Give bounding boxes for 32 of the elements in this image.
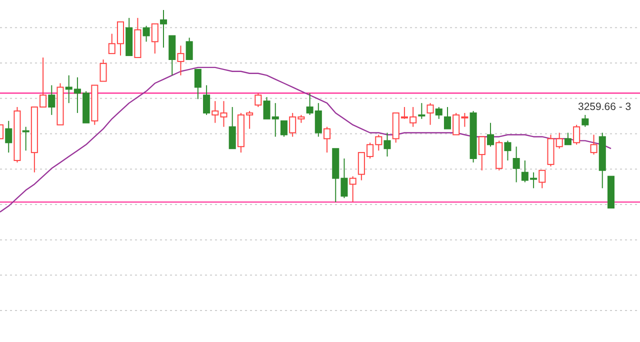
candlestick: [426, 102, 434, 126]
candlestick: [5, 120, 12, 154]
candlestick: [573, 124, 580, 146]
candlestick: [512, 146, 520, 183]
candlestick: [151, 23, 158, 54]
candlestick: [48, 84, 56, 116]
candlestick: [349, 176, 356, 203]
candlestick: [564, 132, 572, 146]
candlestick: [168, 35, 176, 76]
annotation: 3259.66 - 3: [578, 101, 632, 113]
candlestick: [228, 106, 236, 150]
candlestick: [177, 45, 184, 76]
candlestick: [418, 102, 426, 120]
candlestick: [538, 170, 546, 189]
candlestick: [435, 106, 442, 120]
candlestick: [22, 126, 30, 152]
candlestick: [478, 136, 486, 171]
candlestick: [487, 122, 494, 148]
candlestick: [100, 59, 107, 82]
candlestick: [203, 84, 210, 116]
candlestick: [194, 68, 202, 100]
candlestick: [160, 10, 168, 48]
candlestick: [324, 126, 331, 154]
candlestick: [444, 106, 451, 130]
candlestick: [582, 114, 589, 128]
candlestick: [280, 120, 288, 138]
candlestick: [504, 140, 512, 161]
candlestick: [254, 92, 262, 108]
candlestick: [590, 134, 598, 156]
candlestick: [186, 37, 193, 60]
candlestick: [142, 25, 150, 42]
candlestick: [384, 132, 391, 158]
